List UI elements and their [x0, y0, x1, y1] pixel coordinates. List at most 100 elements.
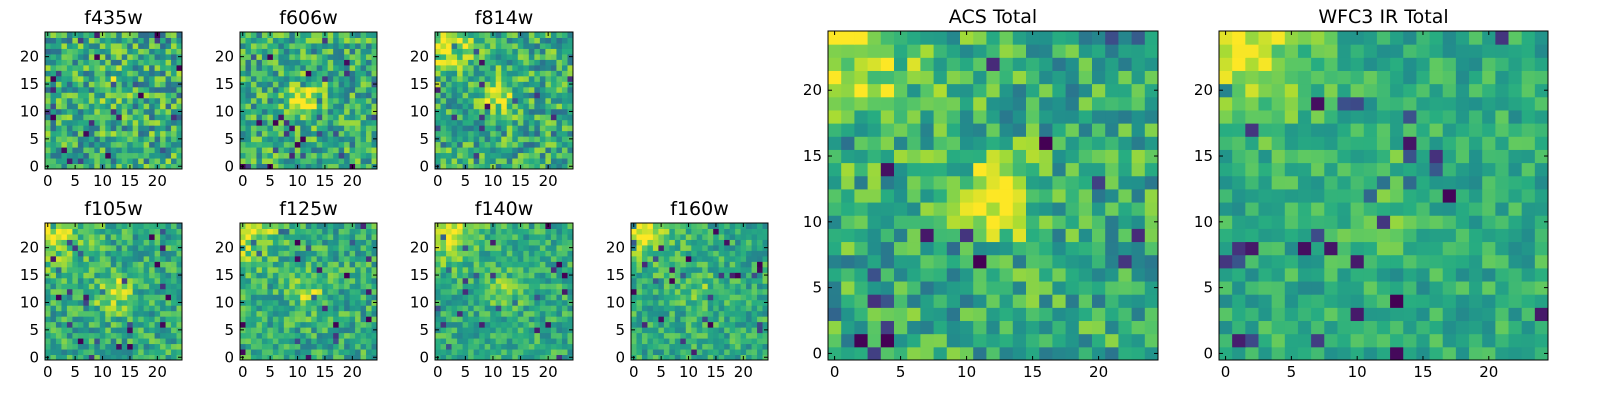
- heatmap-cell: [154, 327, 161, 334]
- heatmap-cell: [933, 254, 948, 269]
- heatmap-cell: [556, 64, 563, 71]
- heatmap-cell: [83, 283, 90, 290]
- heatmap-cell: [523, 48, 530, 55]
- heatmap-cell: [110, 37, 117, 44]
- heatmap-cell: [550, 239, 557, 246]
- heatmap-cell: [344, 316, 351, 323]
- heatmap-cell: [245, 119, 252, 126]
- heatmap-cell: [83, 250, 90, 257]
- heatmap-cell: [88, 349, 95, 356]
- heatmap-cell: [512, 272, 519, 279]
- heatmap-cell: [99, 119, 106, 126]
- heatmap-cell: [45, 250, 51, 257]
- heatmap-cell: [435, 158, 442, 165]
- heatmap-cell: [250, 316, 257, 323]
- x-tick-label: 5: [461, 172, 471, 190]
- heatmap-cell: [316, 42, 323, 49]
- heatmap-cell: [1065, 188, 1080, 203]
- heatmap-cell: [495, 332, 502, 339]
- y-tick-label: 10: [606, 293, 625, 311]
- heatmap-cell: [165, 152, 172, 159]
- heatmap-cell: [165, 59, 172, 66]
- heatmap-cell: [327, 108, 334, 115]
- heatmap-cell: [66, 255, 73, 262]
- y-tick-label: 10: [215, 293, 234, 311]
- heatmap-cell: [45, 114, 51, 121]
- heatmap-cell: [440, 349, 447, 356]
- heatmap-cell: [539, 141, 546, 148]
- heatmap-cell: [556, 228, 563, 235]
- heatmap-cell: [77, 147, 84, 154]
- heatmap-cell: [300, 233, 307, 240]
- heatmap-cell: [528, 255, 535, 262]
- heatmap-cell: [567, 64, 574, 71]
- heatmap-cell: [322, 239, 329, 246]
- heatmap-cell: [762, 261, 769, 268]
- heatmap-cell: [77, 228, 84, 235]
- heatmap-cell: [94, 223, 101, 229]
- heatmap-cell: [240, 70, 246, 77]
- heatmap-cell: [495, 288, 502, 295]
- heatmap-cell: [523, 338, 530, 345]
- heatmap-cell: [305, 283, 312, 290]
- heatmap-cell: [462, 244, 469, 251]
- heatmap-cell: [685, 332, 692, 339]
- heatmap-cell: [149, 86, 156, 93]
- heatmap-cell: [267, 266, 274, 273]
- heatmap-cell: [740, 283, 747, 290]
- heatmap-cell: [66, 92, 73, 99]
- heatmap-cell: [143, 310, 150, 317]
- heatmap-cell: [366, 250, 373, 257]
- heatmap-cell: [1144, 175, 1159, 190]
- heatmap-cell: [735, 310, 742, 317]
- heatmap-cell: [338, 97, 345, 104]
- heatmap-cell: [121, 255, 128, 262]
- heatmap-cell: [550, 119, 557, 126]
- heatmap-cell: [250, 233, 257, 240]
- heatmap-cell: [138, 354, 145, 361]
- heatmap-cell: [435, 332, 442, 339]
- heatmap-cell: [305, 250, 312, 257]
- heatmap-cell: [94, 32, 101, 38]
- heatmap-cell: [289, 349, 296, 356]
- heatmap-cell: [99, 233, 106, 240]
- heatmap-cell: [462, 64, 469, 71]
- heatmap-cell: [867, 188, 882, 203]
- heatmap-cell: [45, 316, 51, 323]
- heatmap-cell: [132, 75, 139, 82]
- heatmap-cell: [110, 59, 117, 66]
- heatmap-cell: [171, 288, 178, 295]
- heatmap-cell: [72, 64, 79, 71]
- heatmap-cell: [550, 141, 557, 148]
- heatmap-cell: [143, 48, 150, 55]
- heatmap-cell: [933, 149, 948, 164]
- heatmap-cell: [245, 349, 252, 356]
- heatmap-cell: [289, 239, 296, 246]
- heatmap-cell: [88, 354, 95, 361]
- heatmap-cell: [729, 305, 736, 312]
- heatmap-cell: [746, 288, 753, 295]
- heatmap-cell: [66, 338, 73, 345]
- heatmap-cell: [751, 327, 758, 334]
- heatmap-cell: [451, 316, 458, 323]
- heatmap-cell: [50, 108, 57, 115]
- heatmap-cell: [338, 305, 345, 312]
- heatmap-cell: [176, 92, 183, 99]
- heatmap-cell: [349, 250, 356, 257]
- heatmap-cell: [272, 86, 279, 93]
- heatmap-cell: [110, 338, 117, 345]
- heatmap-cell: [127, 53, 134, 60]
- heatmap-cell: [154, 228, 161, 235]
- heatmap-cell: [446, 343, 453, 350]
- heatmap-cell: [267, 327, 274, 334]
- heatmap-cell: [828, 162, 842, 177]
- heatmap-cell: [171, 53, 178, 60]
- heatmap-cell: [360, 42, 367, 49]
- heatmap-cell: [556, 119, 563, 126]
- heatmap-cell: [473, 53, 480, 60]
- heatmap-cell: [880, 215, 895, 229]
- heatmap-cell: [105, 130, 112, 137]
- heatmap-cell: [349, 53, 356, 60]
- heatmap-cell: [165, 239, 172, 246]
- heatmap-cell: [495, 261, 502, 268]
